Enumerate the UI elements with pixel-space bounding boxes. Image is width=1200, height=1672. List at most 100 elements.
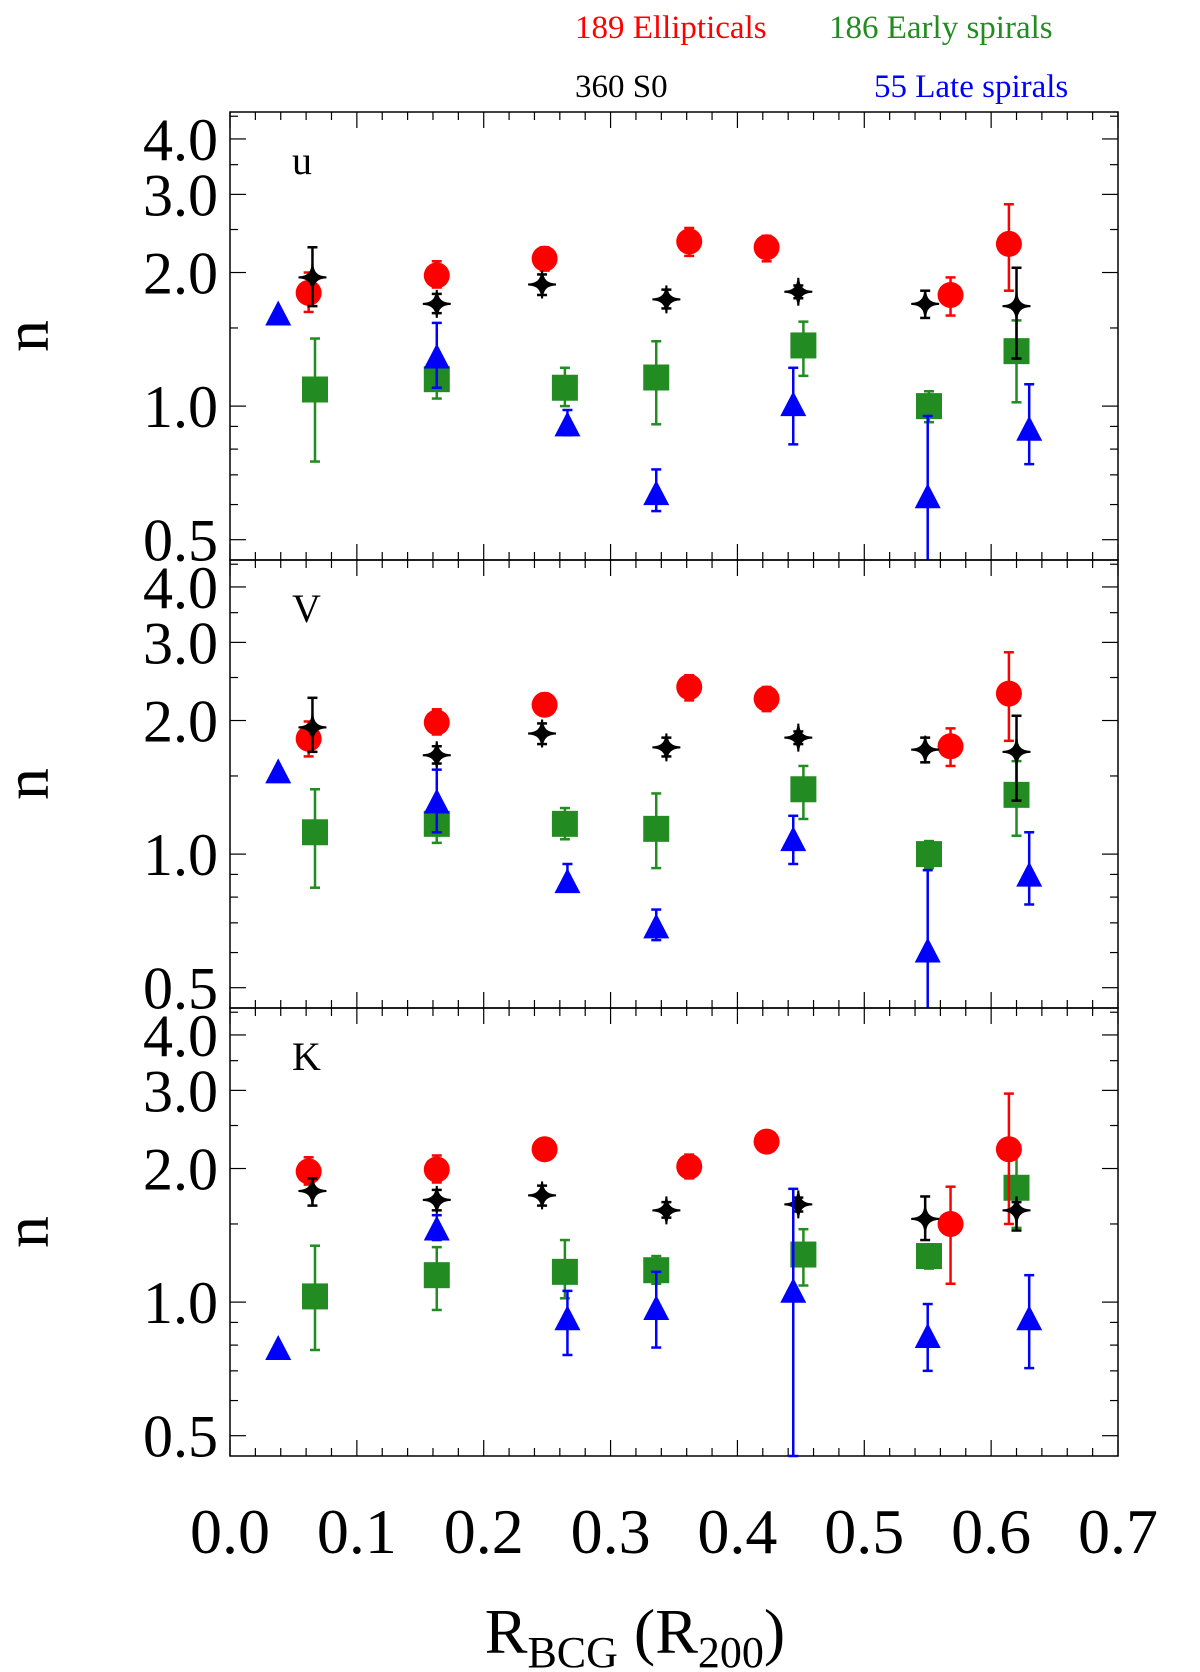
- data-point: [914, 483, 941, 509]
- data-point: [676, 673, 703, 700]
- x-tick-label: 0.6: [951, 1496, 1031, 1567]
- y-axis-label: n: [0, 768, 62, 800]
- data-point: [643, 1294, 670, 1320]
- data-point: [911, 289, 940, 318]
- data-point: [295, 1158, 322, 1185]
- data-point: [551, 810, 578, 837]
- y-tick-label: 1.0: [143, 374, 218, 440]
- y-tick-label: 3.0: [143, 162, 218, 228]
- data-point: [528, 1181, 557, 1210]
- data-point: [528, 719, 557, 748]
- data-point: [643, 815, 670, 842]
- data-point: [265, 758, 292, 784]
- data-point: [643, 480, 670, 506]
- data-point: [551, 374, 578, 401]
- y-tick-label: 2.0: [143, 1137, 218, 1203]
- y-tick-label: 0.5: [143, 508, 218, 574]
- data-point: [1016, 415, 1043, 441]
- panel-label: u: [292, 138, 312, 183]
- y-tick-label: 3.0: [143, 610, 218, 676]
- y-tick-label: 4.0: [143, 555, 218, 621]
- data-point: [937, 281, 964, 308]
- y-axis-label: n: [0, 320, 62, 352]
- data-point: [298, 1176, 327, 1206]
- data-point: [790, 776, 817, 803]
- data-point: [753, 1128, 780, 1155]
- series-late-spirals: [265, 758, 1043, 1008]
- y-tick-label: 1.0: [143, 822, 218, 888]
- data-point: [995, 680, 1022, 707]
- data-point: [676, 1153, 703, 1180]
- data-point: [1002, 737, 1031, 766]
- data-point: [1016, 861, 1043, 887]
- panel-v: 0.5 1.0 2.0 3.04.0 n V: [0, 555, 1119, 1022]
- data-point: [528, 270, 557, 299]
- plot-area: 0.51.02.03.04.0nu0.51.02.03.04.0nV0.51.0…: [0, 107, 1158, 1567]
- panel-label: K: [292, 1034, 321, 1079]
- data-point: [995, 1136, 1022, 1163]
- data-point: [911, 1204, 940, 1233]
- y-tick-label: 4.0: [143, 1003, 218, 1069]
- y-axis-label: n: [0, 1216, 62, 1248]
- data-point: [423, 788, 450, 814]
- data-point: [423, 262, 450, 289]
- data-point: [422, 1185, 451, 1214]
- data-point: [915, 841, 942, 868]
- data-point: [914, 937, 941, 963]
- data-point: [1016, 1305, 1043, 1331]
- x-tick-label: 0.3: [571, 1496, 651, 1567]
- data-point: [652, 1196, 681, 1225]
- y-tick-label: 3.0: [143, 1058, 218, 1124]
- data-point: [780, 826, 807, 852]
- series-s0: [298, 1176, 1031, 1242]
- data-point: [753, 685, 780, 712]
- x-tick-label: 0.4: [697, 1496, 777, 1567]
- series-late-spirals: [265, 1187, 1043, 1458]
- legend-entry-ellipticals: 189 Ellipticals: [575, 10, 767, 46]
- legend-entry-early-spirals: 186 Early spirals: [829, 10, 1053, 46]
- x-tick-label: 0.7: [1078, 1496, 1158, 1567]
- panel-frame: [229, 111, 1119, 561]
- data-point: [1002, 292, 1031, 321]
- series-early-spirals: [301, 759, 1030, 889]
- series-ellipticals: [295, 203, 1022, 317]
- data-point: [652, 285, 681, 314]
- y-tick-label: 0.5: [143, 1404, 218, 1470]
- y-tick-label: 4.0: [143, 107, 218, 173]
- panel-u: 0.5 1.0 2.0 3.04.0 n u: [0, 107, 1119, 574]
- panel-frame: [229, 559, 1119, 1009]
- x-tick-label: 0.2: [444, 1496, 524, 1567]
- legend: 189 Ellipticals 186 Early spirals 360 S0…: [575, 10, 1068, 105]
- data-point: [554, 411, 581, 437]
- series-ellipticals: [295, 651, 1022, 768]
- data-point: [531, 691, 558, 718]
- data-point: [753, 234, 780, 261]
- data-point: [423, 1215, 450, 1241]
- panel-k: 0.5 1.0 2.0 3.04.0 n K: [0, 1003, 1119, 1470]
- data-point: [937, 733, 964, 760]
- data-point: [914, 1323, 941, 1349]
- data-point: [531, 1136, 558, 1163]
- series-ellipticals: [295, 1092, 1022, 1285]
- series-s0: [298, 246, 1031, 360]
- data-point: [676, 228, 703, 255]
- data-point: [301, 819, 328, 846]
- data-point: [643, 913, 670, 939]
- data-point: [301, 376, 328, 403]
- data-point: [265, 1334, 292, 1360]
- data-point: [531, 245, 558, 272]
- x-axis: 0.0 0.1 0.2 0.3 0.4 0.5 0.6 0.7: [190, 1496, 1158, 1567]
- data-point: [554, 1305, 581, 1331]
- panel-frame: [229, 1007, 1119, 1457]
- data-point: [423, 343, 450, 369]
- series-late-spirals: [265, 300, 1043, 560]
- data-point: [995, 230, 1022, 257]
- data-point: [652, 733, 681, 762]
- series-s0: [298, 696, 1031, 802]
- data-point: [784, 1190, 813, 1219]
- data-point: [784, 723, 813, 752]
- data-point: [423, 1262, 450, 1289]
- x-tick-label: 0.0: [190, 1496, 270, 1567]
- x-tick-label: 0.1: [317, 1496, 397, 1567]
- legend-entry-s0: 360 S0: [575, 69, 668, 105]
